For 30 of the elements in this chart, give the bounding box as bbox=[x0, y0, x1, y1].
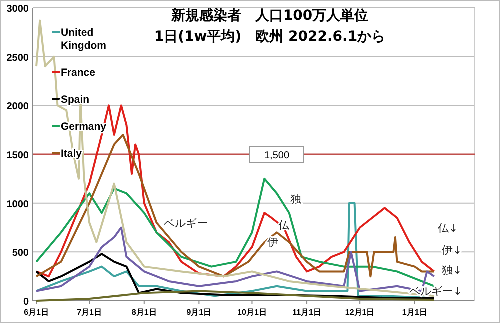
x-tick-label: 7月1日 bbox=[77, 308, 102, 317]
x-tick-label: 1月1日 bbox=[402, 308, 428, 317]
x-tick-label: 6月1日 bbox=[24, 308, 49, 317]
x-tick-label: 10月1日 bbox=[238, 308, 267, 317]
y-tick-label: 1000 bbox=[6, 199, 30, 210]
y-tick-label: 3000 bbox=[6, 4, 30, 15]
ref-line-label: 1,500 bbox=[264, 150, 290, 162]
y-tick-label: 2500 bbox=[6, 52, 30, 64]
x-tick-label: 9月1日 bbox=[186, 308, 212, 317]
line-series bbox=[36, 104, 436, 278]
x-tick-label: 8月1日 bbox=[132, 308, 157, 317]
y-tick-label: 0 bbox=[23, 297, 30, 308]
annotation: 仏↓ bbox=[436, 222, 458, 235]
annotation: 伊 bbox=[268, 236, 278, 249]
legend-label: France bbox=[61, 67, 96, 79]
legend-label: United Kingdom bbox=[61, 27, 106, 52]
annotation: 伊↓ bbox=[442, 244, 462, 257]
annotation: ベルギー bbox=[164, 217, 208, 230]
y-tick-label: 2000 bbox=[6, 102, 30, 113]
y-tick-label: 1500 bbox=[6, 150, 30, 162]
x-tick-label: 12月1日 bbox=[345, 308, 375, 317]
text: 1日(1w平均) 欧州 2022.6.1から bbox=[154, 29, 386, 45]
x-tick-label: 11月1日 bbox=[292, 308, 322, 317]
line-series bbox=[36, 134, 436, 278]
legend-label: Spain bbox=[61, 94, 90, 106]
y-tick-label: 500 bbox=[12, 248, 30, 260]
chart-title: 新規感染者 人口100万人単位 bbox=[170, 7, 369, 24]
annotation: 独 bbox=[290, 193, 302, 206]
annotation: 独↓ bbox=[442, 264, 462, 277]
line-series bbox=[36, 178, 436, 288]
